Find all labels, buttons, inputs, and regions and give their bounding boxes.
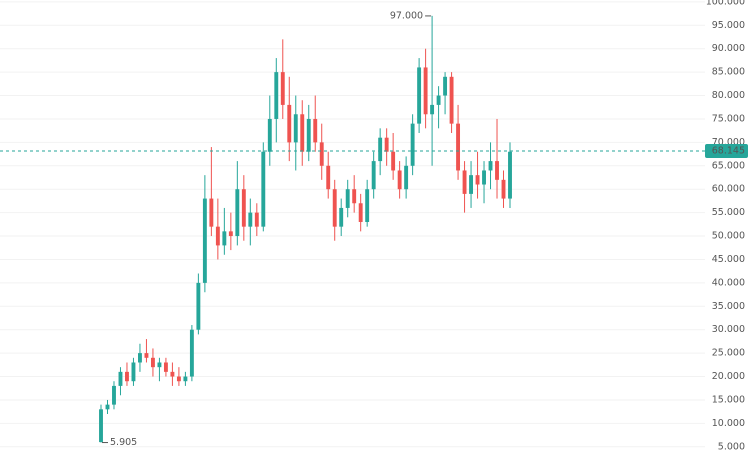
candle-body (410, 123, 415, 166)
candle-body (261, 151, 266, 227)
candle-body (150, 357, 155, 368)
candle-body (118, 371, 123, 386)
candle-body (235, 189, 240, 237)
candle-body (196, 282, 201, 330)
candle-body (339, 207, 344, 227)
y-tick-label: 95.000 (712, 20, 745, 31)
candle-body (254, 212, 259, 227)
candle-body (436, 95, 441, 105)
candle-body (443, 76, 448, 96)
y-tick-label: 10.000 (712, 418, 745, 429)
candle-body (326, 165, 331, 190)
candle-body (241, 189, 246, 227)
y-tick-label: 60.000 (712, 184, 745, 195)
candle-body (293, 114, 298, 143)
candle-body (222, 231, 227, 246)
candle-body (280, 72, 285, 105)
y-tick-label: 85.000 (712, 67, 745, 78)
candle-body (384, 137, 389, 152)
y-tick-label: 5.000 (718, 441, 745, 451)
candle-body (488, 161, 493, 171)
candle-body (365, 189, 370, 222)
candle-body (371, 161, 376, 190)
candle-body (131, 362, 136, 382)
candle-body (417, 67, 422, 124)
candle-body (508, 151, 512, 199)
y-tick-label: 55.000 (712, 207, 745, 218)
candle-body (430, 104, 435, 115)
candle-body (319, 142, 324, 166)
candle-body (462, 170, 467, 194)
y-tick-label: 50.000 (712, 231, 745, 242)
y-tick-label: 45.000 (712, 254, 745, 265)
candle-body (475, 175, 480, 185)
candle-body (358, 203, 363, 222)
candle-body (306, 118, 311, 152)
y-tick-label: 25.000 (712, 348, 745, 359)
candle-body (267, 118, 272, 152)
candle-body (423, 67, 428, 115)
candle-body (404, 165, 409, 190)
candle-body (456, 123, 461, 171)
candle-body (99, 409, 103, 443)
candle-body (495, 161, 499, 180)
candle-body (300, 114, 305, 152)
candle-body (209, 198, 214, 227)
candle-body (378, 137, 383, 162)
last-price-tag (705, 144, 748, 159)
candle-body (163, 362, 168, 372)
y-tick-label: 30.000 (712, 324, 745, 335)
candle-body (397, 170, 402, 190)
candle-body (391, 151, 396, 171)
candle-body (287, 104, 292, 143)
y-tick-label: 75.000 (712, 113, 745, 124)
candle-body (274, 72, 279, 119)
y-tick-label: 35.000 (712, 301, 745, 312)
y-tick-label: 20.000 (712, 371, 745, 382)
candle-body (138, 353, 142, 363)
candle-body (352, 189, 357, 204)
candle-body (228, 231, 233, 237)
candle-body (105, 404, 110, 410)
candle-body (215, 226, 220, 246)
candle-body (176, 376, 181, 382)
min-label: 5.905 (110, 437, 137, 448)
candle-body (144, 353, 149, 358)
candle-body (501, 179, 506, 199)
candle-body (345, 189, 350, 208)
candle-body (332, 189, 337, 227)
candle-body (112, 385, 116, 405)
max-label: 97.000 (390, 10, 423, 21)
last-price-label: 68.145 (712, 146, 745, 157)
candle-body (189, 329, 194, 377)
candle-body (449, 76, 454, 124)
candle-body (183, 376, 188, 382)
y-tick-label: 65.000 (712, 160, 745, 171)
y-tick-label: 100.000 (706, 0, 745, 7)
candle-body (125, 371, 129, 382)
candle-body (469, 175, 473, 194)
y-tick-label: 40.000 (712, 277, 745, 288)
candle-body (157, 362, 162, 368)
candle-body (482, 170, 486, 185)
y-tick-label: 70.000 (712, 137, 745, 148)
y-tick-label: 80.000 (712, 90, 745, 101)
candle-body (170, 371, 175, 377)
y-tick-label: 90.000 (712, 43, 745, 54)
candle-body (313, 118, 318, 143)
candle-body (202, 198, 207, 283)
y-tick-label: 15.000 (712, 394, 745, 405)
candle-body (248, 212, 253, 227)
